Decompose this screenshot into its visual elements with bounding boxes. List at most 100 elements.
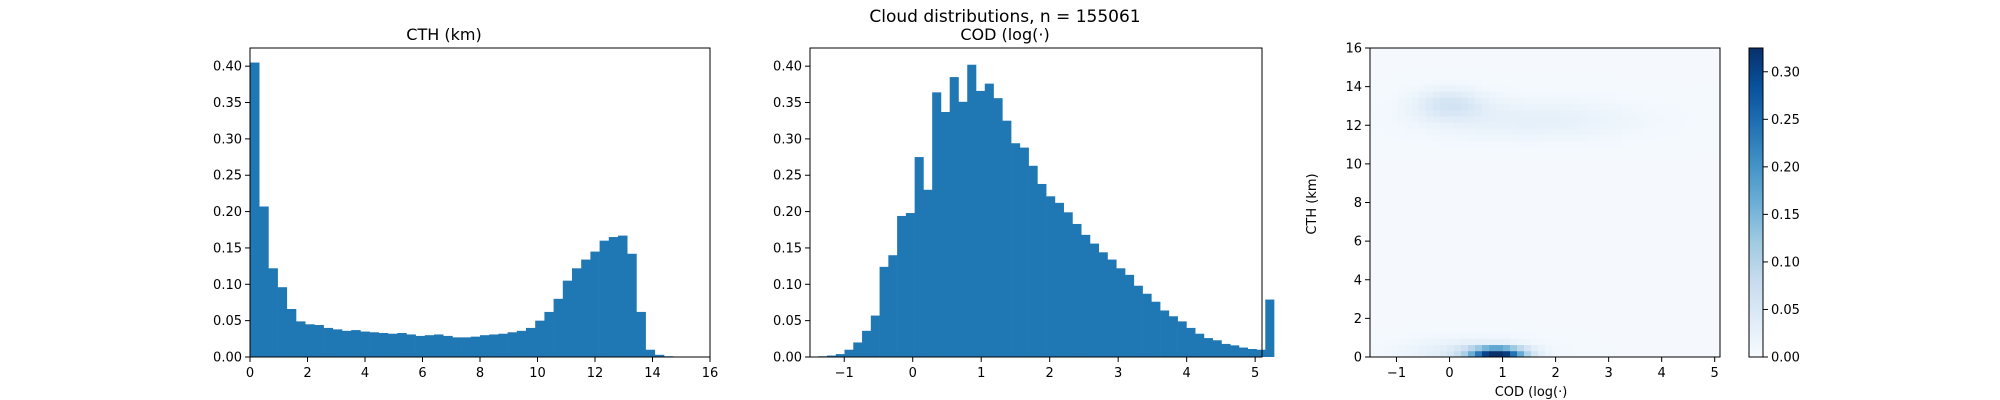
heatmap-cell [1552,85,1560,92]
heatmap-cell [1678,245,1686,253]
heatmap-cell [1664,295,1672,302]
heatmap-cell [1629,91,1637,98]
heatmap-cell [1629,66,1637,74]
histogram-bar [1046,196,1056,357]
heatmap-cell [1384,165,1392,172]
heatmap-cell [1685,202,1693,210]
heatmap-cell [1657,128,1665,135]
heatmap-cell [1405,245,1413,253]
heatmap-cell [1587,319,1595,327]
heatmap-cell [1678,48,1686,55]
histogram-bar [581,259,591,357]
heatmap-cell [1636,313,1644,321]
histogram-bar [1098,252,1108,357]
heatmap-cell [1706,233,1714,240]
heatmap-cell [1664,344,1672,352]
heatmap-cell [1678,109,1686,117]
y-tick-label: 0.00 [213,351,242,366]
histogram-bar [654,354,665,357]
heatmap-cell [1594,183,1602,191]
heatmap-cell [1685,60,1693,67]
histogram-bar [1081,234,1091,357]
heatmap-cell [1468,128,1476,135]
heatmap-cell [1412,122,1420,129]
heatmap-cell [1461,115,1469,123]
heatmap-cell [1636,319,1644,327]
heatmap-cell [1370,202,1378,210]
heatmap-cell [1447,48,1455,55]
heatmap-cell [1496,115,1504,123]
x-tick-label: 12 [587,366,604,381]
heatmap-cell [1433,78,1441,86]
heatmap-cell [1692,177,1700,185]
heatmap-cell [1671,282,1679,290]
histogram-bar [268,268,278,357]
heatmap-cell [1559,109,1567,117]
heatmap-cell [1531,289,1539,296]
heatmap-cell [1377,183,1385,191]
heatmap-cell [1454,270,1462,278]
heatmap-cell [1622,97,1630,105]
heatmap-cell [1419,134,1427,142]
heatmap-cell [1377,276,1385,284]
heatmap-cell [1531,251,1539,259]
heatmap-cell [1391,196,1399,203]
heatmap-cell [1475,239,1483,247]
heatmap-cell [1538,115,1546,123]
heatmap-cell [1475,326,1483,333]
heatmap-cell [1587,146,1595,154]
heatmap-cell [1685,165,1693,172]
heatmap-cell [1461,221,1469,228]
heatmap-cell [1496,72,1504,80]
heatmap-cell [1405,264,1413,271]
heatmap-cell [1552,307,1560,315]
histogram-bar [332,329,343,357]
heatmap-cell [1503,134,1511,142]
heatmap-cell [1650,196,1658,203]
heatmap-cell [1629,54,1637,61]
heatmap-cell [1468,134,1476,142]
heatmap-cell [1643,128,1651,135]
heatmap-cell [1433,85,1441,92]
colorbar-ticks: 0.000.050.100.150.200.250.30 [1763,65,1800,366]
heatmap-cell [1552,60,1560,67]
heatmap-cell [1398,319,1406,327]
heatmap-cell [1412,196,1420,203]
heatmap-cell [1664,245,1672,253]
heatmap-cell [1545,208,1553,216]
heatmap-cell [1706,319,1714,327]
heatmap-cell [1447,338,1455,346]
heatmap-cell [1622,270,1630,278]
heatmap-cell [1587,221,1595,228]
heatmap-cell [1678,338,1686,346]
heatmap-cell [1447,295,1455,302]
heatmap-cell [1447,85,1455,92]
heatmap-cell [1566,122,1574,129]
heatmap-cell [1629,221,1637,228]
heatmap-cell [1531,344,1539,352]
heatmap-cell [1503,159,1511,166]
heatmap-cell [1615,214,1623,222]
heatmap-cell [1615,48,1623,55]
heatmap-cell [1510,276,1518,284]
heatmap-cell [1440,208,1448,216]
histogram-bar [378,333,389,357]
heatmap-cell [1489,85,1497,92]
heatmap-cell [1426,140,1434,148]
heatmap-cell [1370,54,1378,61]
heatmap-cell [1440,48,1448,55]
heatmap-cell [1692,332,1700,339]
heatmap-cell [1468,295,1476,302]
heatmap-cell [1601,276,1609,284]
heatmap-cell [1531,245,1539,253]
histogram-bar [406,334,416,357]
heatmap-cell [1426,258,1434,265]
heatmap-cell [1405,313,1413,321]
heatmap-cell [1692,319,1700,327]
heatmap-cell [1636,109,1644,117]
heatmap-cell [1489,332,1497,339]
heatmap-cell [1678,85,1686,92]
heatmap-cell [1643,282,1651,290]
heatmap-cell [1573,251,1581,259]
heatmap-cell [1615,350,1623,358]
